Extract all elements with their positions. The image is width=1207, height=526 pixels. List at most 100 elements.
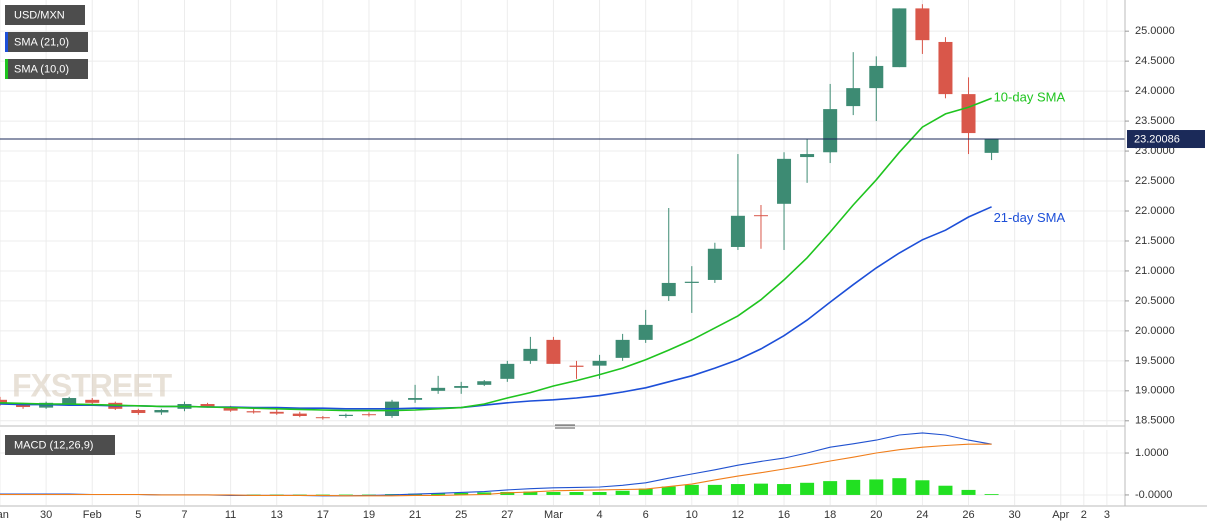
candle-body [200,404,215,407]
y-tick-label: 18.5000 [1135,415,1175,427]
last-price-label: 23.20086 [1134,133,1180,145]
x-tick-label: 5 [135,509,141,521]
candle-body [62,398,77,405]
histogram-bar [615,490,630,495]
histogram-bar [638,488,653,495]
x-tick-label: 19 [363,509,375,521]
legend-label: MACD (12,26,9) [14,439,93,451]
x-tick-label: 21 [409,509,421,521]
histogram-bar [984,494,999,495]
y-tick-label: 19.0000 [1135,385,1175,397]
histogram-bar [823,481,838,495]
candle-body [661,282,676,297]
x-tick-label: 2 [1081,509,1087,521]
candle-body [338,414,353,417]
histogram-bar [546,492,561,495]
histogram-bar [846,479,861,495]
candle-body [408,398,423,400]
candle-body [500,363,515,379]
watermark: FXSTREET [12,367,173,403]
histogram-bar [500,492,515,495]
candle-body [223,407,238,411]
x-tick-label: Feb [83,509,102,521]
candle-body [523,348,538,361]
y-tick-label: 22.0000 [1135,205,1175,217]
candle-body [892,8,907,68]
candle-body [753,215,768,217]
legend: USD/MXN SMA (21,0) SMA (10,0) MACD (12,2… [5,5,115,455]
legend-label: USD/MXN [14,9,65,21]
histogram-bar [592,492,607,495]
x-tick-label: 10 [686,509,698,521]
x-tick-label: 18 [824,509,836,521]
resize-handle[interactable] [555,424,575,429]
histogram-bar [777,484,792,495]
y-tick-label: 21.0000 [1135,265,1175,277]
x-tick-label: 12 [732,509,744,521]
x-tick-label: 11 [225,509,236,521]
candle-body [454,386,469,388]
line-annotation: 10-day SMA [994,90,1066,105]
x-tick-label: 13 [271,509,283,521]
x-tick-label: Mar [544,509,563,521]
candle-body [269,411,284,414]
y-tick-label: 20.0000 [1135,325,1175,337]
x-tick-label: Jan [0,509,9,521]
candle-body [246,411,261,413]
x-tick-label: 30 [1009,509,1021,521]
candle-body [984,139,999,153]
histogram-bar [892,478,907,495]
y-tick-label: 24.5000 [1135,55,1175,67]
candle-body [869,65,884,89]
y-tick-label: 21.5000 [1135,235,1175,247]
y-tick-label: -0.0000 [1135,489,1172,501]
x-tick-label: 30 [40,509,52,521]
legend-label: SMA (10,0) [14,63,69,75]
y-tick-label: 20.5000 [1135,295,1175,307]
histogram-bar [661,486,676,495]
candle-body [800,154,815,158]
candle-body [315,417,330,419]
histogram-bar [569,492,584,495]
legend-box[interactable] [5,435,115,455]
x-tick-label: 26 [962,509,974,521]
candle-body [546,339,561,364]
candle-body [16,404,31,408]
candle-body [0,399,7,405]
legend-box[interactable] [5,5,85,25]
line [0,97,992,412]
candle-body [615,339,630,358]
histogram-bar [431,493,446,495]
line-annotation: 21-day SMA [994,210,1066,225]
x-tick-label: Apr [1052,509,1069,521]
candle-body [730,215,745,247]
legend-box[interactable] [5,59,88,79]
histogram-bar [684,484,699,495]
x-tick-label: 4 [596,509,602,521]
candle-body [477,381,492,385]
x-tick-label: 20 [870,509,882,521]
candle-body [846,88,861,107]
x-tick-label: 6 [643,509,649,521]
x-tick-label: 7 [181,509,187,521]
y-tick-label: 23.5000 [1135,115,1175,127]
candle-body [823,109,838,153]
histogram-bar [753,483,768,495]
y-tick-label: 24.0000 [1135,85,1175,97]
histogram-bar [523,491,538,495]
candle-body [154,410,169,413]
histogram-bar [707,484,722,495]
histogram-bar [915,480,930,495]
y-tick-label: 1.0000 [1135,447,1169,459]
candle-body [131,410,146,414]
x-tick-label: 17 [317,509,329,521]
histogram-bar [938,485,953,495]
x-tick-label: 3 [1104,509,1110,521]
x-tick-label: 16 [778,509,790,521]
legend-box[interactable] [5,32,88,52]
candle-body [361,414,376,416]
histogram-bar [454,492,469,495]
candle-body [569,365,584,367]
